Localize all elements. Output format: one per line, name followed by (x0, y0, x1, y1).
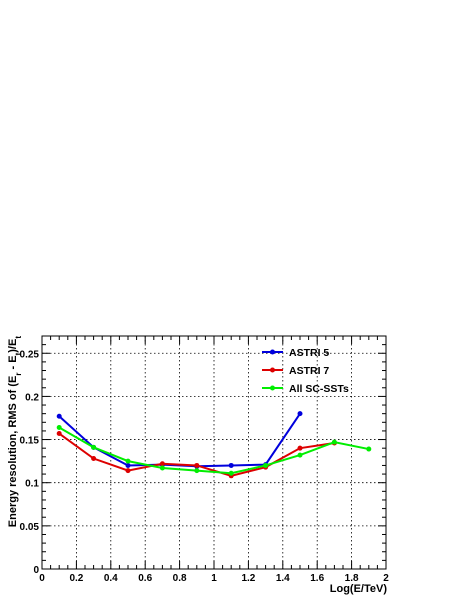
data-point (91, 456, 97, 462)
x-tick-label: 1.2 (241, 573, 255, 584)
x-tick-label: 1.8 (345, 573, 359, 584)
legend-marker (270, 349, 275, 355)
data-point (125, 468, 131, 474)
data-point (56, 424, 62, 430)
y-tick-label: 0.05 (20, 522, 40, 533)
data-point (125, 462, 131, 468)
legend-label: All SC-SSTs (289, 383, 349, 395)
y-axis-title: Energy resolution, RMS of (Er - Et)/Et (7, 336, 23, 528)
tick-labels: 0 0.2 0.4 0.6 0.8 1 1.2 1.4 1.6 1.8 2 0 0.05 0.1 0.15 0… (20, 349, 390, 584)
data-point (56, 413, 62, 419)
x-tick-label: 0.2 (69, 573, 83, 584)
data-point (159, 465, 165, 471)
data-point (228, 470, 234, 476)
x-tick-label: 2 (383, 573, 389, 584)
tick-marks (41, 335, 387, 570)
data-point (331, 439, 337, 445)
legend-label: ASTRI 7 (289, 365, 329, 377)
data-point (228, 462, 234, 468)
x-tick-label: 0 (39, 573, 45, 584)
y-tick-label: 0 (33, 565, 39, 576)
x-tick-label: 1.6 (310, 573, 324, 584)
data-series (56, 411, 372, 479)
legend-label: ASTRI 5 (289, 347, 329, 359)
data-point (297, 445, 303, 451)
data-point (194, 462, 200, 468)
series-line (58, 426, 369, 475)
legend-marker (270, 367, 275, 373)
x-tick-label: 0.8 (173, 573, 187, 584)
x-axis-title: Log(E/TeV) (330, 583, 388, 595)
legend-marker (270, 385, 275, 391)
data-point (159, 461, 165, 467)
x-tick-label: 0.4 (104, 573, 118, 584)
grid-lines (42, 336, 386, 569)
data-point (297, 411, 303, 417)
x-tick-label: 0.6 (138, 573, 152, 584)
data-point (366, 446, 372, 452)
y-tick-label: 0.25 (20, 349, 40, 360)
data-point (91, 444, 97, 450)
legend: ASTRI 5 ASTRI 7 All SC-SSTs (262, 347, 349, 395)
y-tick-label: 0.15 (20, 436, 40, 447)
x-tick-label: 1.4 (276, 573, 290, 584)
data-point (263, 462, 269, 468)
y-tick-label: 0.1 (25, 479, 39, 490)
data-point (194, 468, 200, 474)
x-tick-label: 1 (211, 573, 217, 584)
data-point (56, 431, 62, 437)
y-tick-label: 0.2 (25, 392, 39, 403)
data-point (297, 452, 303, 458)
data-point (125, 458, 131, 464)
